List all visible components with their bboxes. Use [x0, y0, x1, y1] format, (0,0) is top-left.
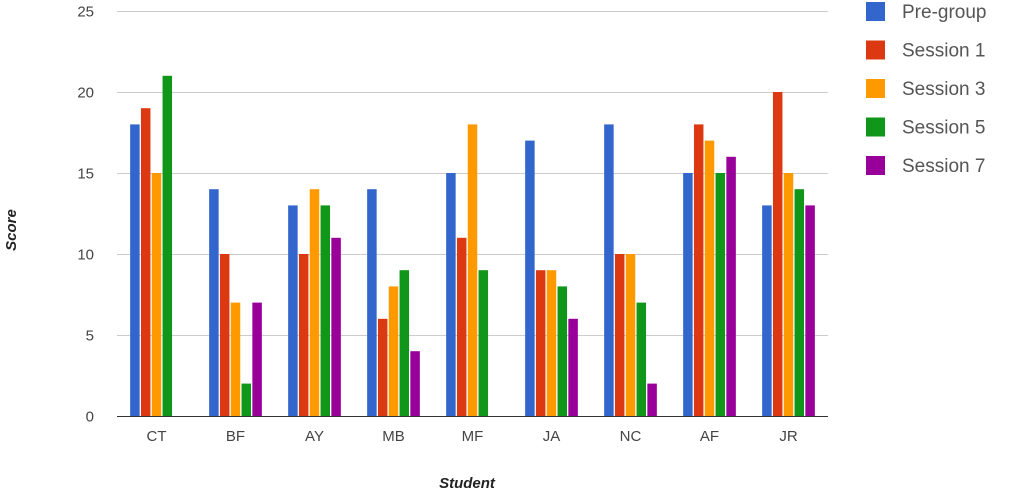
- bar: [130, 124, 140, 417]
- legend: Pre-group Session 1 Session 3 Session 5 Sess…: [866, 2, 987, 177]
- x-tick-label: AF: [700, 428, 719, 445]
- bar: [241, 383, 252, 416]
- bar: [478, 270, 489, 416]
- bar: [446, 173, 456, 416]
- bar: [805, 205, 815, 416]
- bar: [715, 173, 726, 416]
- bar: [320, 205, 331, 416]
- x-tick-label: JR: [779, 428, 798, 445]
- bar: [456, 237, 467, 416]
- y-tick-label: 5: [86, 328, 94, 345]
- x-tick-label: MF: [462, 428, 484, 445]
- bar: [410, 351, 420, 416]
- bar: [309, 189, 320, 416]
- bar: [331, 237, 341, 416]
- x-tick-label: MB: [382, 428, 405, 445]
- y-tick-label: 0: [86, 409, 94, 426]
- y-tick-label: 25: [77, 4, 94, 21]
- x-axis-label: Student: [439, 475, 496, 491]
- legend-label: Session 5: [902, 118, 985, 139]
- bar: [636, 302, 647, 416]
- legend-label: Pre-group: [902, 2, 987, 23]
- y-tick-label: 20: [77, 85, 94, 102]
- bar: [783, 173, 794, 416]
- bar: [625, 254, 636, 416]
- bar: [288, 205, 298, 416]
- bar: [467, 124, 478, 417]
- legend-swatch: [866, 156, 885, 175]
- bars: [130, 75, 815, 417]
- bar: [604, 124, 614, 417]
- legend-swatch: [866, 2, 885, 21]
- legend-label: Session 7: [902, 156, 985, 177]
- bar: [230, 302, 241, 416]
- bar: [557, 286, 568, 416]
- bar: [647, 383, 657, 416]
- bar: [377, 318, 388, 416]
- bar: [209, 189, 219, 416]
- y-tick-label: 10: [77, 247, 94, 264]
- bar: [525, 140, 535, 416]
- bar: [794, 189, 805, 416]
- bar: [298, 254, 309, 416]
- y-tick-label: 15: [77, 166, 94, 183]
- legend-swatch: [866, 79, 885, 98]
- bar: [162, 75, 173, 417]
- x-tick-label: AY: [305, 428, 324, 445]
- y-axis-label: Score: [3, 209, 20, 251]
- legend-swatch: [866, 117, 885, 137]
- bar: [704, 140, 715, 416]
- bar: [546, 270, 557, 416]
- legend-label: Session 3: [902, 79, 985, 100]
- bar: [219, 254, 230, 416]
- bar: [252, 302, 262, 416]
- x-tick-label: CT: [147, 428, 167, 445]
- bar: [762, 205, 772, 416]
- x-tick-label: NC: [620, 428, 642, 445]
- bar: [399, 270, 410, 416]
- bar: [535, 270, 546, 416]
- bar: [772, 92, 783, 416]
- bar: [151, 173, 162, 416]
- x-tick-label: JA: [543, 428, 561, 445]
- legend-label: Session 1: [902, 41, 985, 62]
- bar: [683, 173, 693, 416]
- bar: [140, 108, 151, 416]
- bar: [568, 318, 578, 416]
- axes: 0 5 10 15 20 25 CT BF AY MB MF JA NC AF JR: [77, 4, 798, 446]
- bar: [367, 189, 377, 416]
- bar: [614, 254, 625, 416]
- bar: [693, 124, 704, 417]
- legend-swatch: [866, 40, 885, 60]
- x-tick-label: BF: [226, 428, 245, 445]
- bar: [726, 156, 736, 417]
- bar: [388, 286, 399, 416]
